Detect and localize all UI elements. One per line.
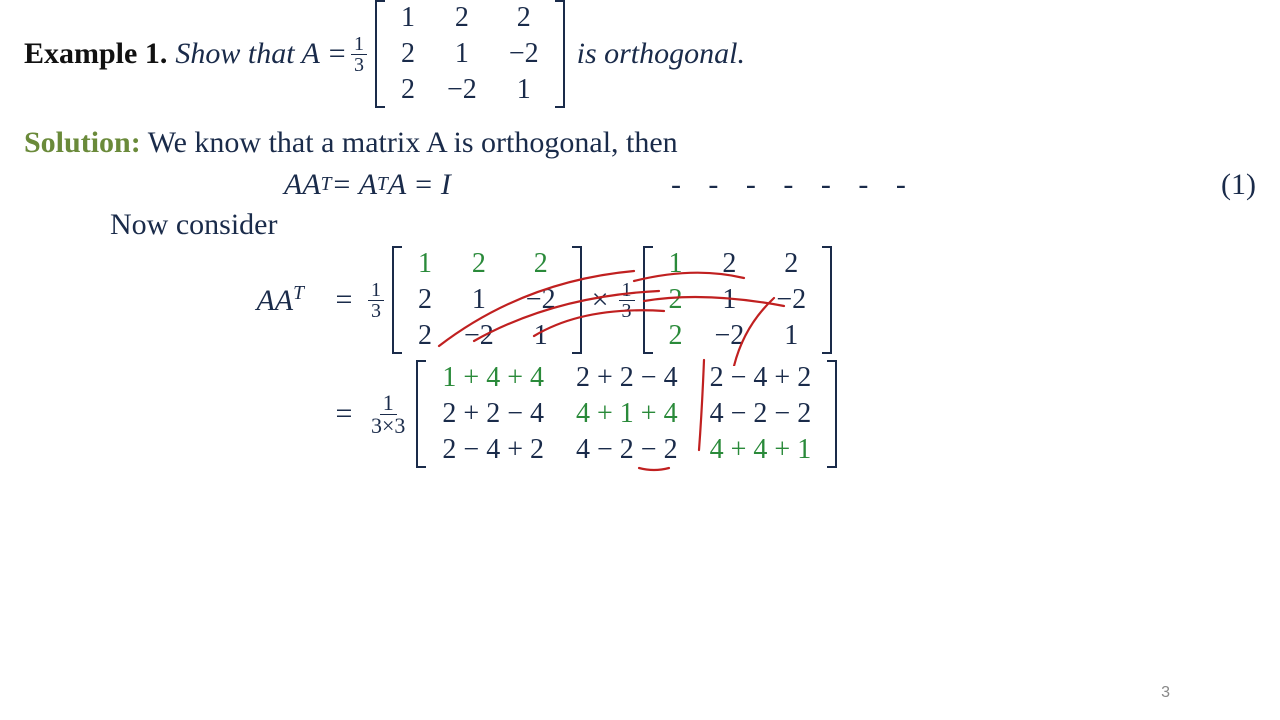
equals-sign: =	[324, 283, 364, 317]
solution-intro: We know that a matrix A is orthogonal, t…	[148, 126, 678, 159]
step1-scalar-b: 1 3	[619, 280, 635, 321]
solution-label: Solution:	[24, 126, 141, 159]
step1-row: AAT = 1 3 122 21−2 2−21 × 1 3	[24, 246, 1256, 354]
page-number: 3	[1161, 684, 1170, 702]
step1-rhs: 1 3 122 21−2 2−21 × 1 3 122	[364, 246, 836, 354]
example-post-text: is orthogonal.	[577, 37, 745, 71]
orthogonal-identity: AAT = AT A = I - - - - - - - (1)	[284, 168, 1256, 202]
step2-rhs: 1 3×3 1 + 4 + 42 + 2 − 42 − 4 + 2 2 + 2 …	[364, 360, 841, 468]
now-consider: Now consider	[110, 208, 1256, 242]
times-sign: ×	[592, 283, 609, 317]
example-pre-text: Show that A =	[175, 37, 347, 71]
step2-row: = 1 3×3 1 + 4 + 42 + 2 − 42 − 4 + 2 2 + …	[24, 360, 1256, 468]
example-label: Example 1.	[24, 37, 167, 71]
step2-matrix: 1 + 4 + 42 + 2 − 42 − 4 + 2 2 + 2 − 44 +…	[416, 360, 837, 468]
equation-number: (1)	[1221, 168, 1256, 202]
example-matrix: 122 21−2 2−21	[375, 0, 565, 108]
step1-lhs: AAT	[24, 283, 324, 318]
step1-matrix-b: 122 21−2 2−21	[643, 246, 833, 354]
example-scalar: 1 3	[351, 34, 367, 75]
equals-sign: =	[324, 397, 364, 431]
step2-scalar: 1 3×3	[368, 392, 408, 437]
step1-matrix-a: 122 21−2 2−21	[392, 246, 582, 354]
solution-intro-line: Solution: We know that a matrix A is ort…	[24, 126, 1256, 160]
example-statement: Example 1. Show that A = 1 3 122 21−2 2−…	[24, 0, 1256, 108]
equation-dashes: - - - - - - -	[671, 168, 916, 202]
step1-scalar-a: 1 3	[368, 280, 384, 321]
